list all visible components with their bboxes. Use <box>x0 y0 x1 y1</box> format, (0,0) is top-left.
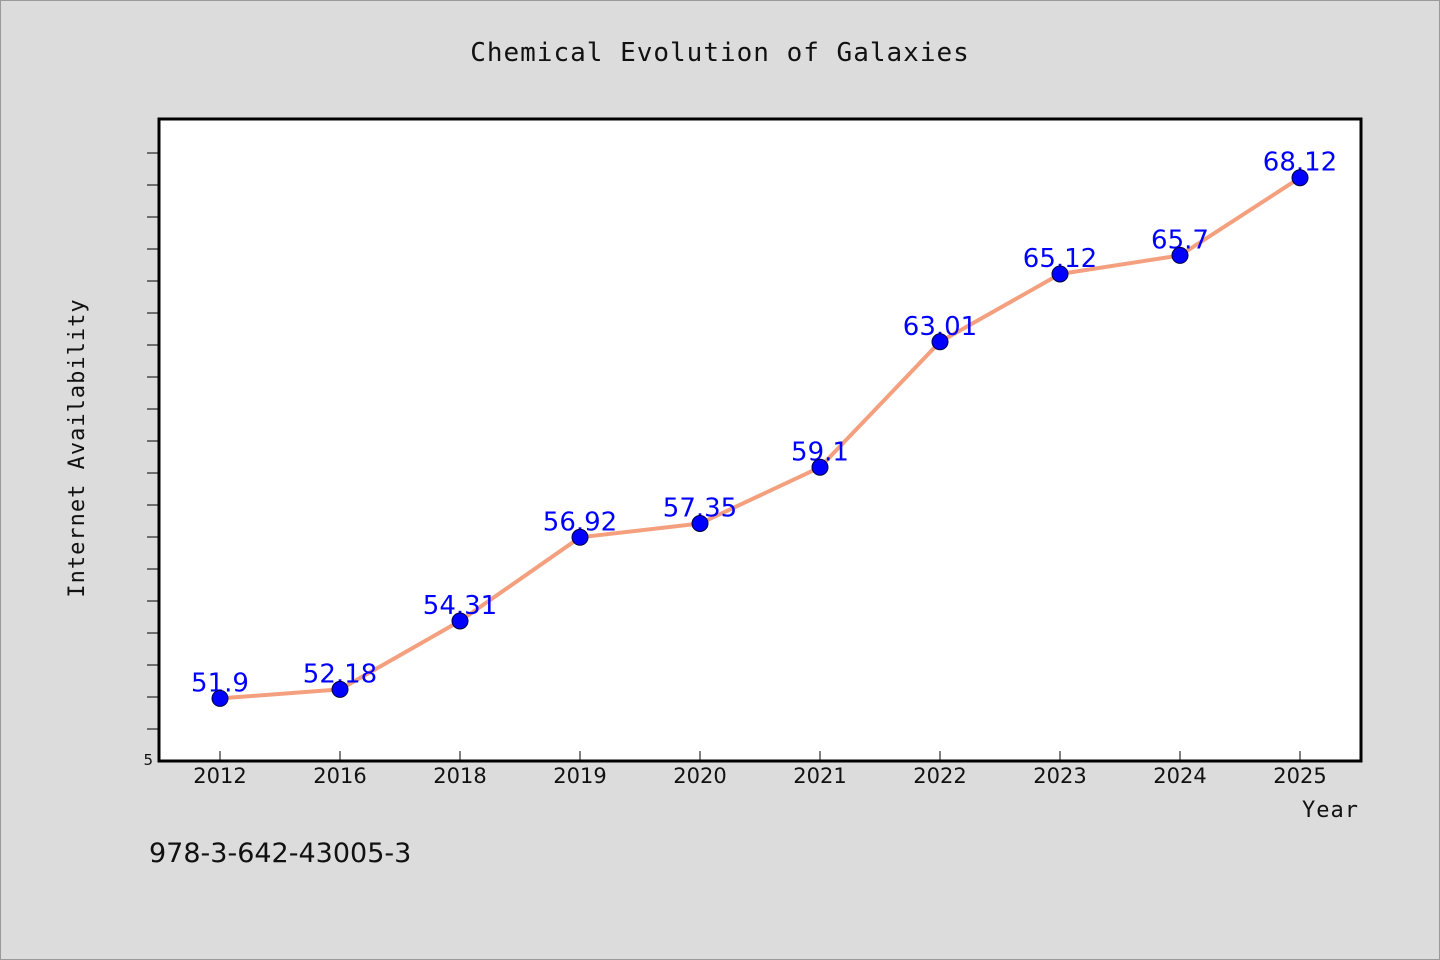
x-tick-label: 2019 <box>553 764 606 788</box>
data-point <box>451 612 469 630</box>
x-tick-label: 2023 <box>1033 764 1086 788</box>
data-point <box>1171 246 1189 264</box>
x-tick-label: 2020 <box>673 764 726 788</box>
data-point <box>811 458 829 476</box>
series-line <box>218 175 1302 701</box>
plot-area <box>157 117 1363 763</box>
data-point <box>571 528 589 546</box>
data-point <box>931 333 949 351</box>
x-tick-label: 2024 <box>1153 764 1206 788</box>
chart-title: Chemical Evolution of Galaxies <box>470 38 970 68</box>
isbn-text: 978-3-642-43005-3 <box>149 838 411 869</box>
x-tick-label: 2012 <box>193 764 246 788</box>
y-axis-ticks <box>147 152 159 730</box>
data-point <box>1291 169 1309 187</box>
y-axis-label: Internet Availability <box>65 298 90 597</box>
x-tick-label: 2021 <box>793 764 846 788</box>
x-tick-label: 2025 <box>1273 764 1326 788</box>
data-point <box>691 515 709 532</box>
data-point <box>211 689 229 707</box>
x-axis-ticks <box>219 751 1301 761</box>
data-point <box>331 680 349 698</box>
x-tick-label: 2018 <box>433 764 486 788</box>
x-tick-label: 2022 <box>913 764 966 788</box>
x-axis-label: Year <box>1302 798 1359 823</box>
y-axis-min-label: 5 <box>143 751 153 769</box>
data-point <box>1051 265 1069 283</box>
x-tick-label: 2016 <box>313 764 366 788</box>
x-axis-tick-labels: 2012 2016 2018 2019 2020 2021 2022 2023 2024 2025 <box>193 764 1326 788</box>
